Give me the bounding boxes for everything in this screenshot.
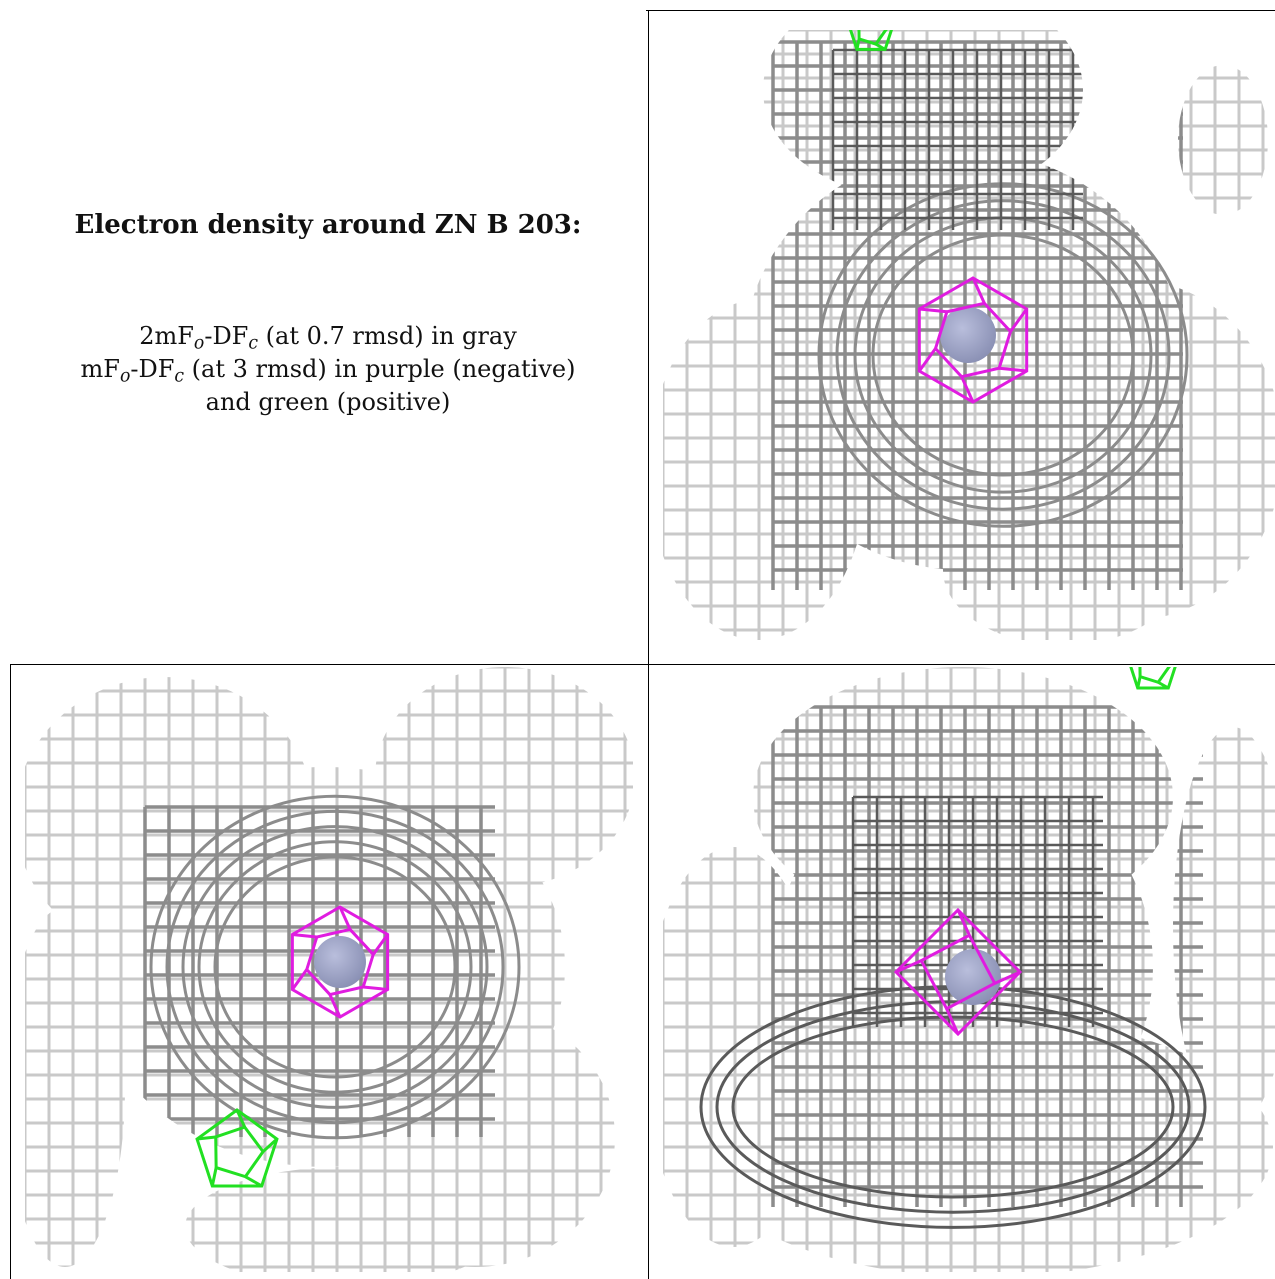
view-bottom-right	[663, 667, 1275, 1272]
positive-density-cage	[1129, 667, 1177, 690]
caption-line-fo-fc: mFo-DFc (at 3 rmsd) in purple (negative)	[80, 355, 576, 387]
positive-density-cage	[195, 1108, 279, 1188]
caption-panel: Electron density around ZN B 203: 2mFo-D…	[10, 10, 646, 664]
caption-title: Electron density around ZN B 203:	[74, 210, 582, 240]
positive-density-cage	[849, 30, 893, 51]
caption-line-positive: and green (positive)	[205, 388, 451, 416]
negative-density-cage	[893, 907, 1023, 1037]
view-bottom-left	[25, 667, 633, 1272]
density-rings	[149, 794, 521, 1140]
negative-density-cage	[290, 905, 390, 1019]
zinc-atom	[945, 949, 1001, 1005]
view-top-right	[663, 30, 1275, 640]
negative-density-cage	[917, 276, 1029, 404]
zinc-atom	[940, 307, 996, 363]
caption-line-2fo-fc: 2mFo-DFc (at 0.7 rmsd) in gray	[139, 322, 517, 354]
zinc-atom	[314, 936, 366, 988]
